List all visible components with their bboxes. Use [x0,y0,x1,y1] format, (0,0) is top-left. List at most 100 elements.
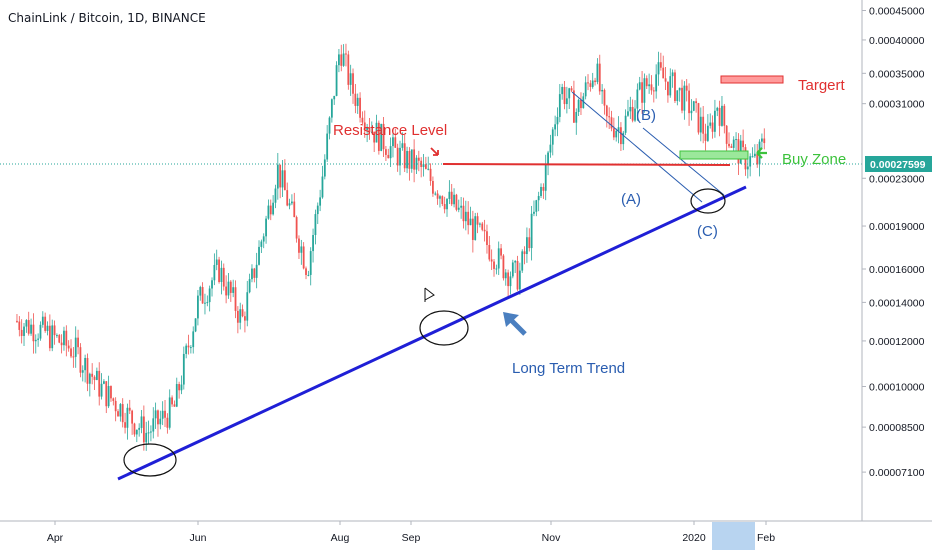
candle-body-81 [206,302,209,304]
candle-body-80 [204,302,206,304]
candle-body-21 [65,330,68,346]
candle-body-105 [262,236,265,242]
candle-body-27 [79,347,82,373]
candle-body-94 [236,310,239,323]
long-term-trend-line[interactable] [117,185,747,481]
candle-body-273 [657,62,660,75]
candle-body-200 [486,231,488,246]
candle-body-99 [248,279,251,293]
candle-body-75 [192,331,195,348]
candle-body-313 [751,156,754,158]
candle-body-103 [258,246,260,265]
target-zone[interactable] [720,75,784,84]
candle-body-156 [382,123,385,150]
candle-body-70 [180,384,183,391]
candle-body-82 [208,288,211,303]
candle-body-64 [166,417,169,428]
candle-body-138 [340,54,343,66]
candle-body-203 [493,261,495,269]
touch-circle-jan[interactable] [690,188,726,214]
candle-body-232 [561,86,564,95]
candle-body-57 [150,431,152,433]
candle-body-128 [316,205,319,215]
candle-body-189 [460,205,463,208]
candle-body-168 [410,149,413,169]
x-tick-label-0: Apr [47,532,64,544]
candle-body-155 [380,123,383,151]
candle-body-76 [194,318,197,332]
candle-body-38 [105,381,108,407]
trend-arrow-icon [503,312,527,336]
candle-body-290 [697,103,700,133]
candle-body-147 [361,117,364,123]
candle-body-182 [443,204,446,210]
candle-body-227 [549,144,552,153]
resistance-line[interactable] [442,163,731,166]
candle-body-14 [48,325,51,349]
candle-body-183 [446,198,448,210]
candle-body-72 [185,345,188,354]
buy-zone[interactable] [679,150,749,160]
candle-body-191 [464,211,467,222]
touch-circle-may[interactable] [123,443,177,477]
x-tick-label-3: Sep [402,532,421,544]
candle-body-205 [497,248,500,269]
candle-body-179 [436,193,439,199]
candle-body-170 [415,157,418,170]
candle-body-278 [669,76,672,96]
candle-body-287 [690,110,693,114]
candle-body-6 [30,324,32,334]
candle-body-139 [342,53,345,66]
downtrend-channel-line-2[interactable] [642,127,725,196]
candle-body-136 [335,65,338,96]
candle-body-160 [392,137,394,147]
candle-body-180 [439,196,441,199]
touch-circle-sep[interactable] [419,310,469,346]
y-tick-label-2: 0.00035000 [869,68,925,80]
candle-body-50 [133,423,136,435]
candle-body-198 [481,223,484,230]
candle-body-69 [178,384,181,391]
candle-body-194 [471,218,474,240]
candle-body-58 [152,418,155,432]
candle-body-130 [321,176,324,198]
candle-body-12 [44,316,47,331]
candle-body-192 [467,211,470,226]
candle-body-253 [610,117,613,129]
candle-body-68 [175,384,178,407]
candle-body-52 [138,427,141,430]
candle-body-268 [645,78,648,87]
candle-body-190 [462,205,465,222]
candle-body-272 [655,74,658,92]
candle-body-301 [723,105,726,126]
candle-body-115 [286,190,289,206]
candle-body-73 [187,345,190,348]
candle-body-133 [328,117,331,134]
candle-body-283 [681,87,683,111]
candle-body-239 [577,99,580,112]
y-tick-label-6: 0.00019000 [869,221,925,233]
candle-body-3 [23,326,25,336]
candle-body-228 [551,129,554,145]
candle-body-111 [276,164,279,189]
candle-body-193 [469,218,472,226]
candle-body-41 [112,398,115,401]
candle-body-177 [432,181,434,194]
candle-body-165 [403,143,406,169]
candle-body-291 [699,116,702,133]
candle-body-74 [189,347,192,349]
candle-body-84 [213,264,216,281]
candle-body-56 [147,432,150,434]
candle-body-312 [749,156,752,167]
candle-body-184 [448,191,451,199]
candle-body-300 [721,105,723,126]
candle-body-188 [457,207,460,210]
candle-body-263 [634,108,636,121]
y-tick-label-9: 0.00012000 [869,336,925,348]
candle-body-234 [565,98,568,105]
candle-body-256 [617,127,620,131]
candle-body-129 [319,197,322,206]
candle-body-51 [135,429,138,435]
downtrend-channel-line[interactable] [571,91,703,203]
candle-body-5 [27,320,30,334]
